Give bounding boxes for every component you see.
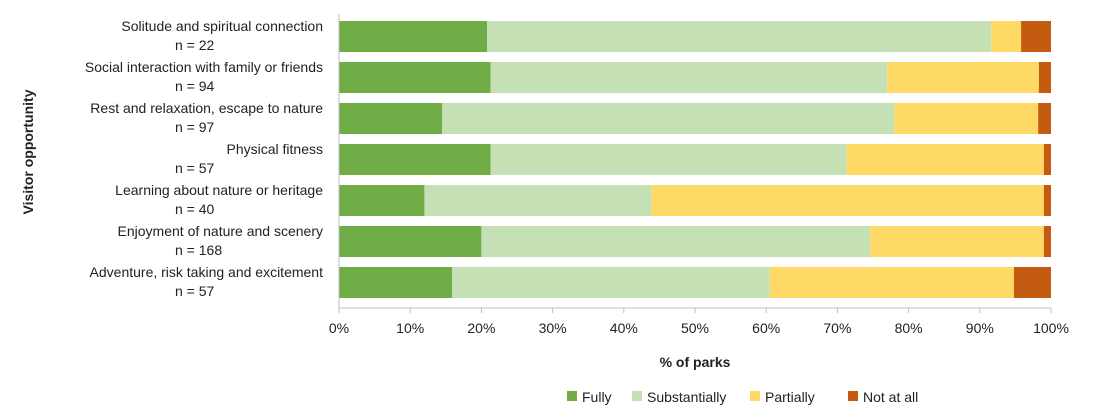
legend: Fully Substantially Partially Not at all <box>567 389 918 405</box>
x-tick-label: 40% <box>610 320 638 336</box>
x-axis: 0% 10% 20% 30% 40% 50% 60% 70% 80% 90% 100% <box>329 14 1069 336</box>
bar-segment-substantially-2 <box>442 103 895 134</box>
legend-swatch-substantially <box>632 391 642 401</box>
bar-segment-not-at-all-5 <box>1043 226 1051 257</box>
x-axis-title: % of parks <box>660 354 731 370</box>
bar-segment-substantially-6 <box>452 267 770 298</box>
category-n-label: n = 40 <box>175 201 215 217</box>
legend-label-substantially: Substantially <box>647 389 726 405</box>
x-tick-label: 100% <box>1033 320 1069 336</box>
bar-segment-not-at-all-3 <box>1043 144 1051 175</box>
bar-segment-partially-1 <box>887 62 1039 93</box>
category-n-label: n = 57 <box>175 160 215 176</box>
bar-segment-substantially-5 <box>481 226 871 257</box>
x-tick-label: 10% <box>396 320 424 336</box>
category-n-label: n = 97 <box>175 119 215 135</box>
bars <box>339 21 1051 298</box>
legend-label-partially: Partially <box>765 389 815 405</box>
bar-segment-fully-1 <box>339 62 491 93</box>
bar-segment-partially-4 <box>651 185 1044 216</box>
x-tick-label: 60% <box>752 320 780 336</box>
bar-segment-partially-5 <box>870 226 1044 257</box>
category-n-label: n = 168 <box>175 242 222 258</box>
bar-segment-fully-4 <box>339 185 425 216</box>
bar-segment-partially-0 <box>991 21 1022 52</box>
bar-segment-fully-2 <box>339 103 443 134</box>
bar-segment-partially-3 <box>846 144 1044 175</box>
bar-segment-substantially-3 <box>490 144 847 175</box>
category-n-label: n = 57 <box>175 283 215 299</box>
y-axis-title: Visitor opportunity <box>20 89 36 214</box>
bar-segment-partially-2 <box>894 103 1039 134</box>
category-label: Solitude and spiritual connection <box>121 18 323 34</box>
category-label: Physical fitness <box>227 141 323 157</box>
category-label: Social interaction with family or friend… <box>85 59 323 75</box>
legend-label-not-at-all: Not at all <box>863 389 918 405</box>
x-tick-label: 20% <box>467 320 495 336</box>
x-tick-label: 70% <box>823 320 851 336</box>
x-tick-label: 0% <box>329 320 349 336</box>
bar-segment-not-at-all-4 <box>1043 185 1051 216</box>
bar-segment-fully-6 <box>339 267 453 298</box>
category-label: Adventure, risk taking and excitement <box>90 264 324 280</box>
legend-label-fully: Fully <box>582 389 612 405</box>
category-label: Enjoyment of nature and scenery <box>118 223 323 239</box>
bar-segment-substantially-0 <box>487 21 992 52</box>
bar-segment-fully-0 <box>339 21 488 52</box>
x-tick-label: 30% <box>539 320 567 336</box>
bar-segment-fully-5 <box>339 226 482 257</box>
bar-segment-not-at-all-2 <box>1038 103 1051 134</box>
legend-swatch-not-at-all <box>848 391 858 401</box>
x-tick-label: 50% <box>681 320 709 336</box>
category-label: Learning about nature or heritage <box>115 182 323 198</box>
category-label: Rest and relaxation, escape to nature <box>90 100 323 116</box>
bar-segment-substantially-4 <box>424 185 652 216</box>
x-tick-label: 90% <box>966 320 994 336</box>
category-n-label: n = 94 <box>175 78 215 94</box>
bar-segment-substantially-1 <box>490 62 888 93</box>
x-tick-label: 80% <box>895 320 923 336</box>
bar-segment-fully-3 <box>339 144 491 175</box>
bar-segment-not-at-all-1 <box>1038 62 1051 93</box>
bar-segment-not-at-all-0 <box>1021 21 1051 52</box>
category-labels: Solitude and spiritual connection n = 22 S… <box>85 18 323 299</box>
bar-segment-not-at-all-6 <box>1013 267 1051 298</box>
bar-segment-partially-6 <box>769 267 1014 298</box>
legend-swatch-partially <box>750 391 760 401</box>
category-n-label: n = 22 <box>175 37 215 53</box>
legend-swatch-fully <box>567 391 577 401</box>
